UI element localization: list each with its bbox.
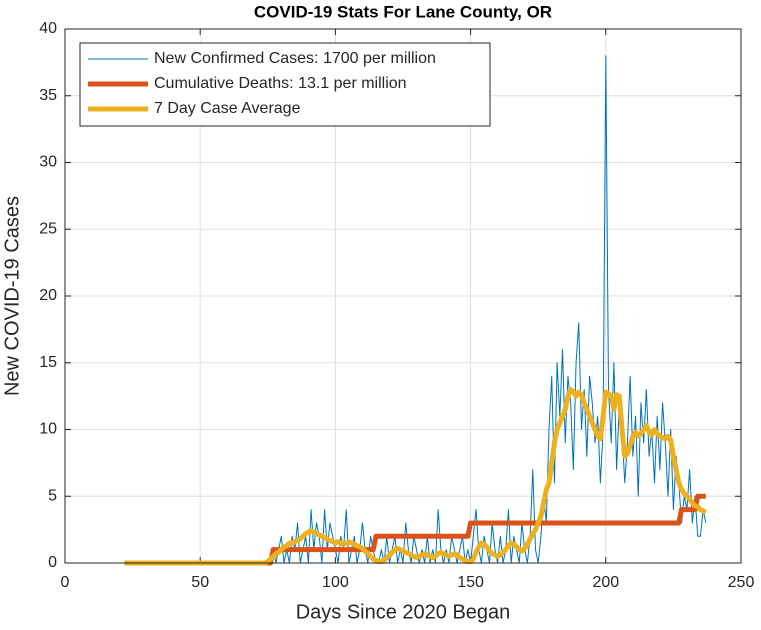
chart-title: COVID-19 Stats For Lane County, OR: [254, 2, 552, 21]
axes-box: [64, 28, 742, 564]
legend-box: [79, 42, 491, 127]
x-tick-label: 250: [728, 574, 755, 591]
y-tick-label: 35: [39, 87, 57, 104]
x-tick-label: 100: [322, 574, 349, 591]
legend: New Confirmed Cases: 1700 per million Cum…: [79, 42, 491, 127]
y-tick-label: 10: [39, 421, 57, 438]
y-tick-label: 0: [48, 554, 57, 571]
y-axis-label: New COVID-19 Cases: [1, 196, 23, 396]
x-tick-label: 50: [191, 574, 209, 591]
y-tick-label: 15: [39, 354, 57, 371]
y-tick-label: 40: [39, 20, 57, 37]
legend-label: Cumulative Deaths: 13.1 per million: [154, 75, 407, 92]
x-axis-label: Days Since 2020 Began: [296, 601, 511, 623]
y-tick-label: 20: [39, 287, 57, 304]
y-tick-label: 30: [39, 154, 57, 171]
x-tick-label: 0: [61, 574, 70, 591]
x-tick-label: 200: [592, 574, 619, 591]
y-tick-label: 5: [48, 487, 57, 504]
legend-label: 7 Day Case Average: [154, 100, 301, 117]
x-tick-label: 150: [457, 574, 484, 591]
legend-label: New Confirmed Cases: 1700 per million: [154, 50, 436, 67]
y-tick-label: 25: [39, 220, 57, 237]
